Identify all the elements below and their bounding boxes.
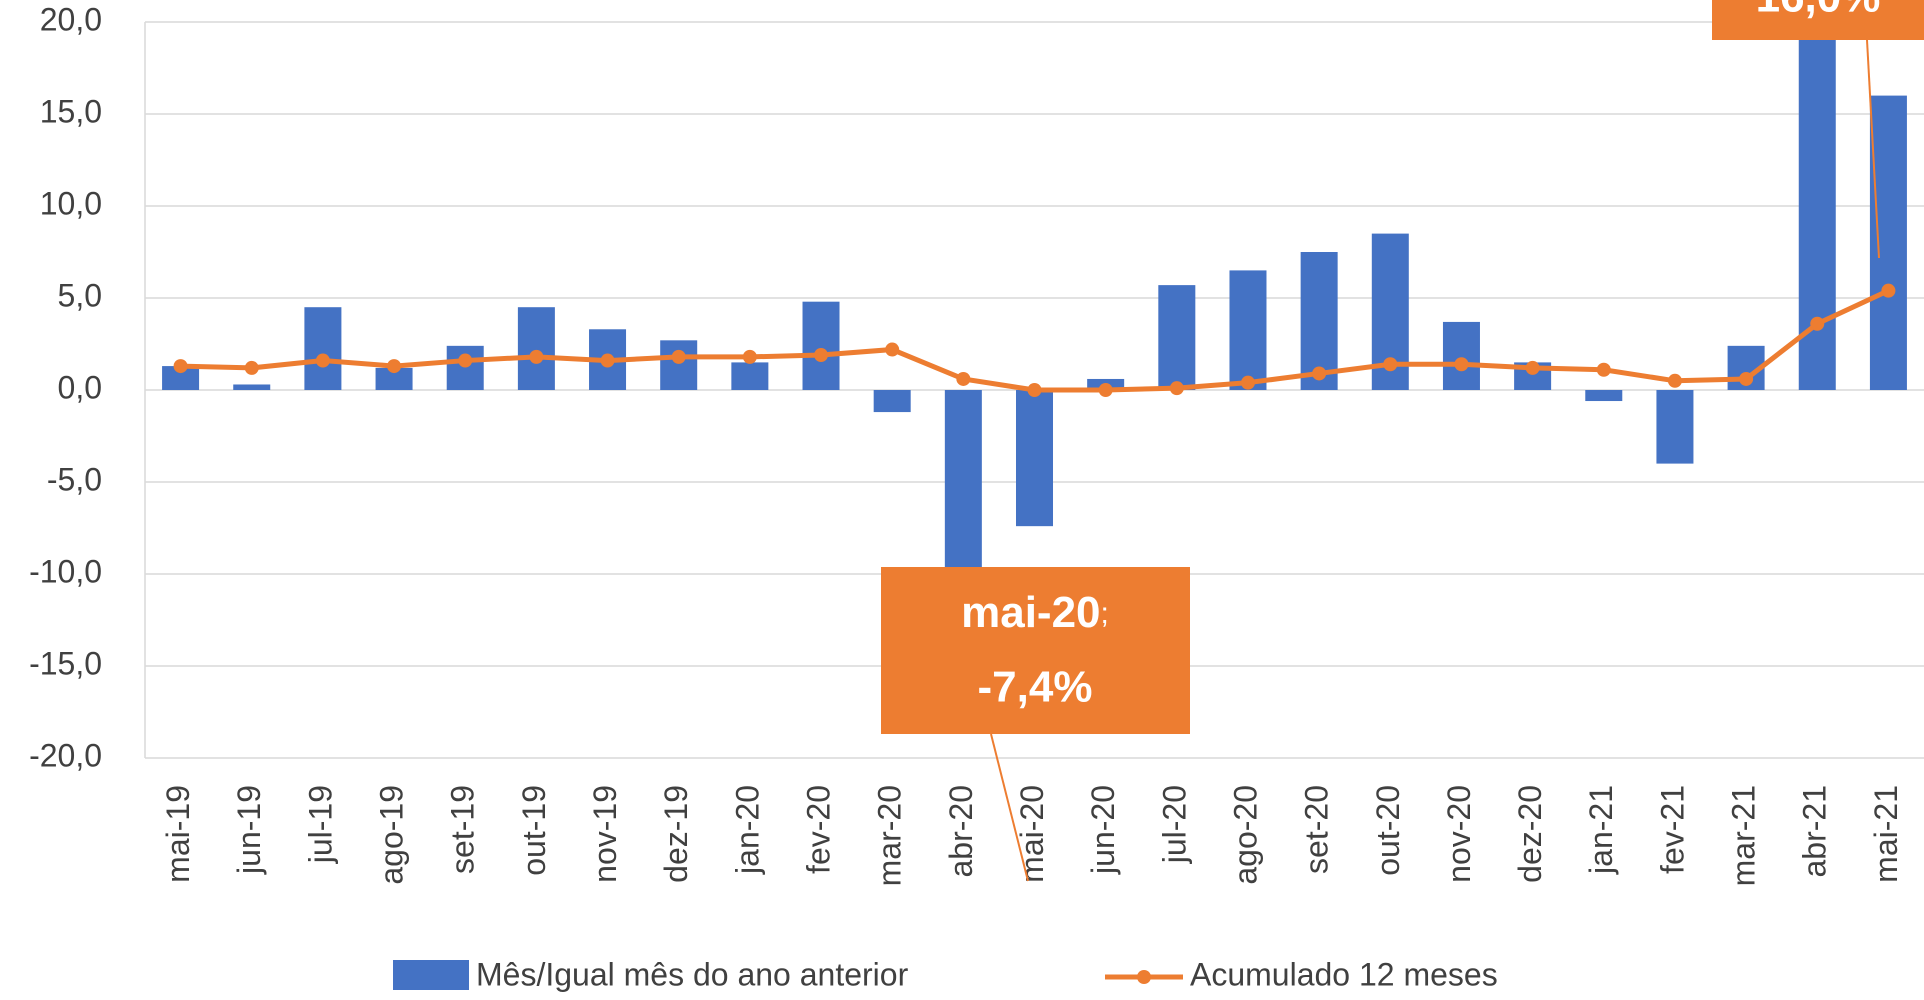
line-marker bbox=[1739, 371, 1754, 386]
bar bbox=[1158, 285, 1196, 390]
x-tick-label: jan-21 bbox=[1583, 785, 1619, 875]
legend-swatch bbox=[1137, 970, 1151, 984]
line-marker bbox=[173, 359, 188, 374]
y-tick-label: -15,0 bbox=[29, 645, 102, 681]
y-tick-label: -20,0 bbox=[29, 737, 102, 773]
bar bbox=[162, 366, 200, 390]
line-marker bbox=[1810, 316, 1825, 331]
bar bbox=[1015, 390, 1054, 527]
line-marker bbox=[956, 371, 971, 386]
x-tick-label: set-19 bbox=[445, 785, 481, 874]
bar bbox=[1656, 390, 1694, 464]
bar bbox=[1229, 270, 1267, 390]
annotation-box bbox=[1712, 0, 1924, 40]
leader-line bbox=[1866, 39, 1880, 259]
x-tick-label: out-20 bbox=[1370, 785, 1406, 876]
y-tick-label: 10,0 bbox=[40, 185, 102, 221]
x-tick-label: mai-20 bbox=[1014, 785, 1050, 883]
annotation-text: mai-20; bbox=[961, 588, 1109, 637]
bar bbox=[802, 301, 840, 390]
line-marker bbox=[1098, 383, 1113, 397]
x-tick-label: abr-20 bbox=[943, 785, 979, 878]
line-marker bbox=[742, 349, 757, 364]
x-tick-label: mar-20 bbox=[872, 785, 908, 886]
bar bbox=[1869, 95, 1907, 390]
x-tick-label: abr-21 bbox=[1797, 785, 1833, 878]
line-marker bbox=[1525, 360, 1540, 375]
x-tick-label: jun-19 bbox=[231, 785, 267, 875]
line-marker bbox=[1667, 373, 1682, 388]
bar bbox=[1585, 390, 1623, 402]
annotation-category: mai-20 bbox=[961, 588, 1100, 637]
y-tick-label: 20,0 bbox=[40, 1, 102, 37]
line-marker bbox=[1169, 381, 1184, 396]
annotation-box bbox=[881, 567, 1190, 734]
line-marker bbox=[1240, 375, 1255, 390]
bar bbox=[873, 390, 911, 413]
y-tick-label: 0,0 bbox=[58, 369, 102, 405]
bar bbox=[233, 384, 271, 390]
line-marker bbox=[600, 353, 615, 368]
legend-label: Mês/Igual mês do ano anterior bbox=[476, 956, 909, 992]
x-tick-label: out-19 bbox=[516, 785, 552, 876]
bar bbox=[517, 307, 555, 390]
x-tick-label: ago-19 bbox=[374, 785, 410, 885]
x-tick-label: nov-19 bbox=[587, 785, 623, 883]
line-marker bbox=[814, 348, 829, 363]
line-marker bbox=[1383, 357, 1398, 372]
x-tick-label: jan-20 bbox=[729, 785, 765, 875]
x-tick-label: mai-19 bbox=[160, 785, 196, 883]
x-tick-label: mar-21 bbox=[1726, 785, 1762, 886]
line-marker bbox=[1881, 283, 1896, 298]
line-marker bbox=[1454, 357, 1469, 372]
x-tick-label: fev-20 bbox=[800, 785, 836, 874]
line-marker bbox=[458, 353, 473, 368]
x-tick-label: dez-20 bbox=[1512, 785, 1548, 883]
line bbox=[180, 288, 1890, 393]
x-tick-label: jul-19 bbox=[302, 785, 338, 864]
line-marker bbox=[1027, 383, 1042, 397]
y-tick-label: 5,0 bbox=[58, 277, 102, 313]
legend-label: Acumulado 12 meses bbox=[1190, 956, 1498, 992]
bar bbox=[660, 340, 698, 390]
annotation-separator: ; bbox=[1101, 597, 1109, 630]
y-tick-label: -5,0 bbox=[47, 461, 102, 497]
line-marker bbox=[1596, 362, 1611, 377]
x-tick-label: ago-20 bbox=[1227, 785, 1263, 885]
bar bbox=[1442, 321, 1480, 390]
line-marker bbox=[671, 349, 686, 364]
bar bbox=[446, 345, 484, 390]
bar bbox=[304, 307, 342, 390]
x-tick-label: jun-20 bbox=[1085, 785, 1121, 875]
y-tick-label: -10,0 bbox=[29, 553, 102, 589]
bar bbox=[375, 367, 413, 390]
legend-swatch bbox=[393, 960, 469, 990]
line-marker bbox=[1312, 366, 1327, 381]
bar bbox=[944, 390, 982, 584]
line-marker bbox=[244, 360, 259, 375]
line-marker bbox=[529, 349, 544, 364]
data-label: 16,0% bbox=[1756, 0, 1881, 22]
x-tick-label: set-20 bbox=[1299, 785, 1335, 874]
line-marker bbox=[885, 342, 900, 357]
x-tick-label: jul-20 bbox=[1156, 785, 1192, 864]
bar bbox=[731, 362, 769, 390]
x-tick-label: fev-21 bbox=[1654, 785, 1690, 874]
line-marker bbox=[315, 353, 330, 368]
leader-line bbox=[990, 733, 1029, 882]
x-tick-label: mai-21 bbox=[1868, 785, 1904, 883]
x-tick-label: dez-19 bbox=[658, 785, 694, 883]
data-label: -7,4% bbox=[978, 663, 1093, 712]
x-tick-label: nov-20 bbox=[1441, 785, 1477, 883]
line-marker bbox=[387, 359, 402, 374]
plot-area bbox=[162, 22, 1907, 584]
y-tick-label: 15,0 bbox=[40, 93, 102, 129]
